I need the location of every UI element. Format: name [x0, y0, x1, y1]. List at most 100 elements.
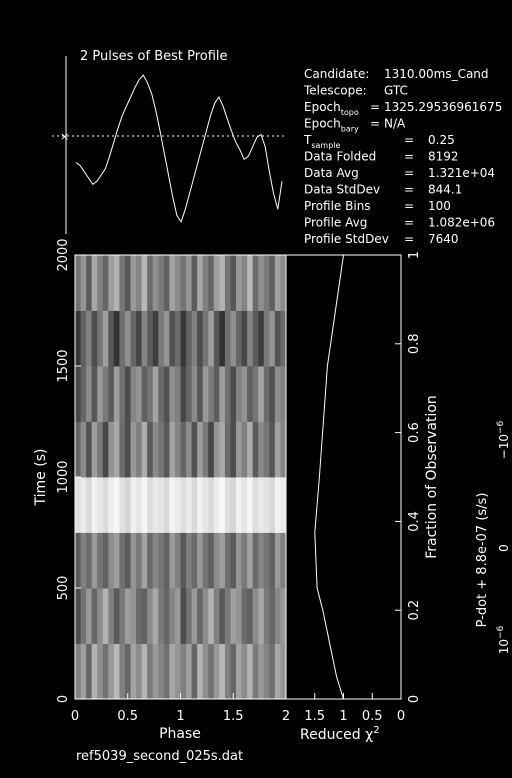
heatmap-cell — [247, 588, 254, 644]
heatmap-cell — [230, 643, 237, 700]
heatmap-cell — [280, 255, 287, 311]
heatmap-cell — [141, 477, 148, 533]
heatmap-cell — [252, 588, 259, 644]
info-label-main: Profile StdDev — [304, 232, 389, 246]
heatmap-cell — [247, 421, 254, 478]
fraction-label: Fraction of Observation — [424, 395, 440, 559]
heatmap-cell — [202, 421, 209, 478]
time-tick-label: 1000 — [56, 460, 71, 493]
info-label: Profile Bins — [304, 199, 371, 213]
heatmap-cell — [224, 366, 231, 422]
heatmap-cell — [247, 255, 254, 311]
heatmap-cell — [97, 477, 104, 533]
heatmap-cell — [180, 255, 187, 311]
info-value: 1310.00ms_Cand — [384, 67, 489, 81]
info-equals: = — [370, 117, 380, 131]
heatmap-cell — [241, 421, 248, 478]
heatmap-cell — [219, 421, 226, 478]
heatmap-cell — [213, 310, 220, 367]
heatmap-cell — [208, 421, 215, 478]
heatmap-cell — [169, 255, 176, 311]
heatmap-cell — [113, 366, 120, 422]
heatmap-cell — [247, 643, 254, 700]
heatmap-cell — [274, 477, 281, 533]
heatmap-cell — [119, 532, 126, 589]
heatmap-cell — [124, 255, 131, 311]
heatmap-cell — [113, 310, 120, 367]
info-label-main: T — [303, 133, 312, 147]
heatmap-cell — [197, 421, 204, 478]
heatmap-cell — [197, 477, 204, 533]
heatmap-cell — [136, 366, 143, 422]
heatmap-cell — [208, 255, 215, 311]
heatmap-cell — [247, 310, 254, 367]
heatmap-cell — [152, 421, 159, 478]
heatmap-cell — [136, 643, 143, 700]
heatmap-cell — [163, 532, 170, 589]
heatmap-cell — [91, 421, 98, 478]
heatmap-cell — [236, 588, 242, 644]
heatmap-cell — [147, 477, 154, 533]
heatmap-cell — [174, 310, 181, 367]
heatmap-cell — [208, 366, 215, 422]
heatmap-cell — [269, 421, 276, 478]
heatmap-cell — [219, 366, 226, 422]
time-tick-label: 0 — [56, 695, 71, 703]
heatmap-cell — [263, 366, 270, 422]
info-label: Epochtopo — [304, 100, 359, 117]
heatmap-cell — [230, 588, 237, 644]
heatmap-cell — [241, 310, 248, 367]
heatmap-cell — [174, 421, 181, 478]
heatmap-cell — [180, 477, 187, 533]
info-label-main: Data Avg — [304, 166, 359, 180]
info-value: 1325.29536961675 — [384, 100, 502, 114]
heatmap-cell — [263, 532, 270, 589]
heatmap-cell — [230, 421, 237, 478]
info-value: 1.082e+06 — [428, 216, 495, 230]
heatmap-cell — [158, 643, 165, 700]
heatmap-cell — [213, 366, 220, 422]
info-label-main: Candidate: — [304, 67, 369, 81]
heatmap-cell — [147, 421, 154, 478]
heatmap-cell — [163, 421, 170, 478]
heatmap-cell — [102, 366, 109, 422]
heatmap-cell — [97, 588, 104, 644]
heatmap-cell — [263, 421, 270, 478]
heatmap-cell — [241, 366, 248, 422]
heatmap-cell — [230, 255, 237, 311]
heatmap-cell — [269, 588, 276, 644]
info-label-sub: bary — [341, 125, 359, 134]
heatmap-cell — [75, 310, 81, 367]
heatmap-cell — [197, 366, 204, 422]
heatmap-cell — [75, 588, 81, 644]
heatmap-cell — [191, 366, 198, 422]
heatmap-cell — [208, 477, 215, 533]
heatmap-cell — [202, 366, 209, 422]
heatmap-cell — [130, 421, 137, 478]
heatmap-cell — [258, 310, 265, 367]
heatmap-cell — [197, 255, 204, 311]
heatmap-cell — [152, 643, 159, 700]
heatmap-cell — [236, 366, 242, 422]
info-label: Candidate: — [304, 67, 369, 81]
heatmap-cell — [130, 477, 137, 533]
heatmap-cell — [158, 366, 165, 422]
heatmap-cell — [119, 255, 126, 311]
heatmap-cell — [86, 421, 93, 478]
heatmap-cell — [130, 310, 137, 367]
heatmap-cell — [174, 588, 181, 644]
heatmap-cell — [252, 255, 259, 311]
heatmap-cell — [174, 643, 181, 700]
heatmap-cell — [230, 532, 237, 589]
heatmap-cell — [124, 588, 131, 644]
info-label-main: Epoch — [304, 117, 341, 131]
fraction-tick-label: 0.2 — [407, 600, 422, 621]
heatmap-cell — [86, 310, 93, 367]
heatmap-cell — [208, 588, 215, 644]
heatmap-cell — [158, 310, 165, 367]
heatmap-cell — [241, 588, 248, 644]
info-label: Data StdDev — [304, 183, 380, 197]
heatmap-cell — [224, 643, 231, 700]
heatmap-cell — [263, 310, 270, 367]
heatmap-cell — [186, 532, 192, 589]
